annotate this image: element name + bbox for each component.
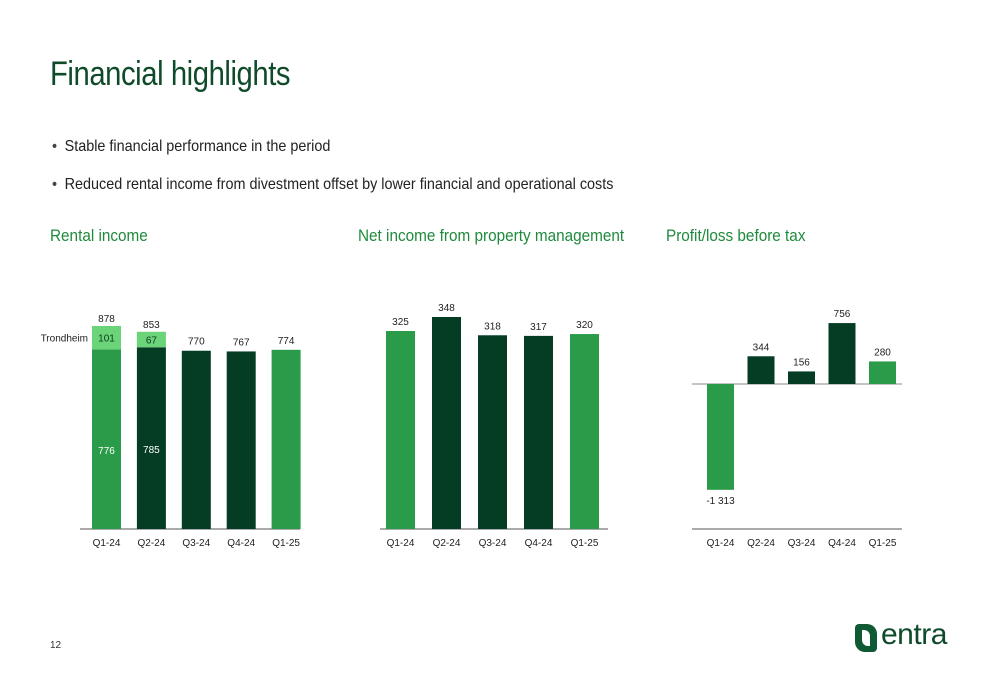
x-tick-label: Q2-24	[433, 538, 461, 549]
chart-title-net-income: Net income from property management	[358, 226, 625, 245]
x-tick-label: Q2-24	[138, 538, 166, 549]
bullet-item: Stable financial performance in the peri…	[52, 138, 613, 158]
x-tick-label: Q2-24	[747, 538, 775, 549]
bar-value-label: 318	[484, 321, 501, 332]
x-tick-label: Q3-24	[479, 538, 507, 549]
bullet-item: Reduced rental income from divestment of…	[52, 176, 613, 196]
bar-segment-trondheim	[92, 325, 121, 350]
logo-wordmark: entra	[881, 618, 947, 651]
x-tick-label: Q1-24	[387, 538, 415, 549]
bar	[707, 384, 734, 490]
bullet-list: Stable financial performance in the peri…	[52, 138, 676, 214]
bar-segment-trondheim	[136, 331, 166, 348]
bar	[386, 331, 415, 529]
bar	[524, 335, 553, 529]
rental-income-chart: 101 776 878 Q1-24 67 785 853 Q2-24 770 Q3-24 767 Q4…	[41, 314, 301, 549]
bar	[570, 334, 599, 529]
bar-value-label: 156	[793, 357, 810, 368]
bar-total-label: 853	[143, 320, 160, 331]
bar-value-label: 280	[874, 347, 891, 358]
x-tick-label: Q1-25	[571, 538, 599, 549]
bar-total-label: 878	[98, 314, 115, 325]
x-tick-label: Q4-24	[227, 538, 255, 549]
x-tick-label: Q1-25	[869, 538, 897, 549]
profit-loss-chart: -1 313 Q1-24 344 Q2-24 156 Q3-24 756 Q4-24 280 Q1…	[692, 309, 902, 549]
bar-value-label: -1 313	[706, 496, 735, 507]
x-tick-label: Q1-24	[93, 538, 121, 549]
bar-value-label: 348	[438, 303, 455, 314]
series-label-trondheim: Trondheim	[41, 334, 88, 345]
bar-total-label: 774	[278, 336, 295, 347]
bar-segment-base	[181, 350, 211, 529]
segment-label-base: 776	[98, 446, 115, 457]
x-tick-label: Q1-25	[272, 538, 300, 549]
bar-value-label: 325	[392, 317, 409, 328]
chart-title-rental-income: Rental income	[50, 226, 148, 245]
page-title: Financial highlights	[50, 55, 291, 93]
x-tick-label: Q3-24	[788, 538, 816, 549]
bar-segment-base	[92, 349, 121, 529]
bar-value-label: 317	[530, 322, 547, 333]
net-income-chart: 325 Q1-24 348 Q2-24 318 Q3-24 317 Q4-24 320 Q1-25	[380, 303, 608, 549]
bar	[747, 356, 775, 384]
bar	[828, 323, 856, 384]
bar-segment-base	[136, 347, 166, 529]
bar-value-label: 320	[576, 320, 593, 331]
bar	[432, 316, 461, 529]
x-tick-label: Q3-24	[182, 538, 210, 549]
entra-logo: entra	[855, 618, 951, 656]
logo-mark-icon	[855, 624, 877, 652]
x-tick-label: Q4-24	[828, 538, 856, 549]
x-tick-label: Q4-24	[525, 538, 553, 549]
x-tick-label: Q1-24	[707, 538, 735, 549]
bar-value-label: 344	[753, 342, 770, 353]
bar-total-label: 770	[188, 337, 205, 348]
bar	[788, 371, 815, 384]
page-number: 12	[50, 640, 62, 651]
bar-segment-base	[226, 351, 256, 529]
bar-segment-base	[271, 349, 301, 529]
segment-label-base: 785	[143, 445, 160, 456]
segment-label-trondheim: 67	[146, 336, 158, 347]
segment-label-trondheim: 101	[98, 334, 115, 345]
bar	[478, 335, 507, 529]
chart-title-profit-loss: Profit/loss before tax	[666, 226, 806, 245]
bar-value-label: 756	[834, 309, 851, 320]
bar	[869, 361, 896, 384]
bar-total-label: 767	[233, 337, 250, 348]
